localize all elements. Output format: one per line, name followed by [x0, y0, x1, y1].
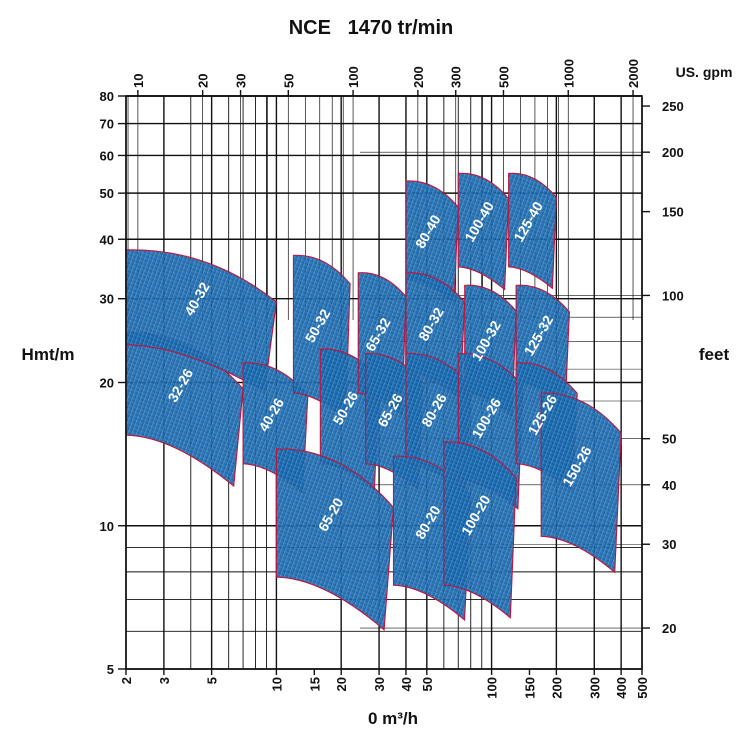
- y2-tick-label: 40: [662, 478, 676, 493]
- y2-tick-label: 50: [662, 432, 676, 447]
- axes: 2 3 5 10 15 20 30 40 50 100 150 200 300 400 500 10 20 30 5…: [100, 59, 684, 699]
- y2-tick-label: 20: [662, 621, 676, 636]
- y2-tick-label: 250: [662, 99, 684, 114]
- y-tick-label: 5: [107, 662, 114, 677]
- x-tick-label: 3: [157, 677, 172, 684]
- x-tick-label: 5: [205, 677, 220, 684]
- x2-tick-label: 2000: [626, 59, 641, 88]
- y-tick-label: 60: [100, 148, 114, 163]
- x-tick-label: 200: [549, 677, 564, 699]
- x2-axis-label: US. gpm: [676, 64, 733, 80]
- x2-tick-label: 20: [196, 74, 211, 88]
- x-tick-label: 20: [334, 677, 349, 691]
- y-tick-label: 70: [100, 117, 114, 132]
- x-tick-label: 300: [587, 677, 602, 699]
- x-tick-label: 400: [614, 677, 629, 699]
- x-tick-label: 40: [399, 677, 414, 691]
- x-tick-label: 100: [485, 677, 500, 699]
- y-tick-label: 30: [100, 292, 114, 307]
- performance-areas: [125, 172, 622, 631]
- x-axis-label: 0 m³/h: [368, 709, 418, 728]
- x-tick-label: 2: [119, 677, 134, 684]
- y-axis-label: Hmt/m: [22, 345, 75, 364]
- y2-tick-label: 200: [662, 145, 684, 160]
- y2-tick-label: 150: [662, 205, 684, 220]
- x-tick-label: 10: [269, 677, 284, 691]
- curve-area-150-26: [540, 392, 622, 574]
- y2-tick-label: 100: [662, 288, 684, 303]
- y2-tick-label: 30: [662, 537, 676, 552]
- curve-area-65-20: [275, 448, 395, 631]
- x2-tick-label: 300: [449, 66, 464, 88]
- y-tick-label: 40: [100, 232, 114, 247]
- y-tick-label: 50: [100, 186, 114, 201]
- y-tick-label: 20: [100, 376, 114, 391]
- x-tick-label: 500: [635, 677, 650, 699]
- x2-tick-label: 500: [496, 66, 511, 88]
- curve-area-125-40: [508, 172, 557, 290]
- x-tick-label: 150: [522, 677, 537, 699]
- x2-tick-label: 200: [411, 66, 426, 88]
- x-tick-label: 30: [372, 677, 387, 691]
- x2-tick-label: 10: [131, 74, 146, 88]
- y-tick-label: 80: [100, 89, 114, 104]
- x2-tick-label: 30: [234, 74, 249, 88]
- x2-tick-label: 1000: [561, 59, 576, 88]
- chart-title: NCE 1470 tr/min: [289, 17, 454, 39]
- x2-tick-label: 50: [281, 74, 296, 88]
- y2-axis-label: feet: [699, 345, 730, 364]
- curve-area-100-20: [443, 441, 517, 619]
- y-tick-label: 10: [100, 519, 114, 534]
- x-tick-label: 50: [420, 677, 435, 691]
- x2-tick-label: 100: [346, 66, 361, 88]
- x-tick-label: 15: [307, 677, 322, 691]
- curve-area-100-40: [457, 172, 510, 291]
